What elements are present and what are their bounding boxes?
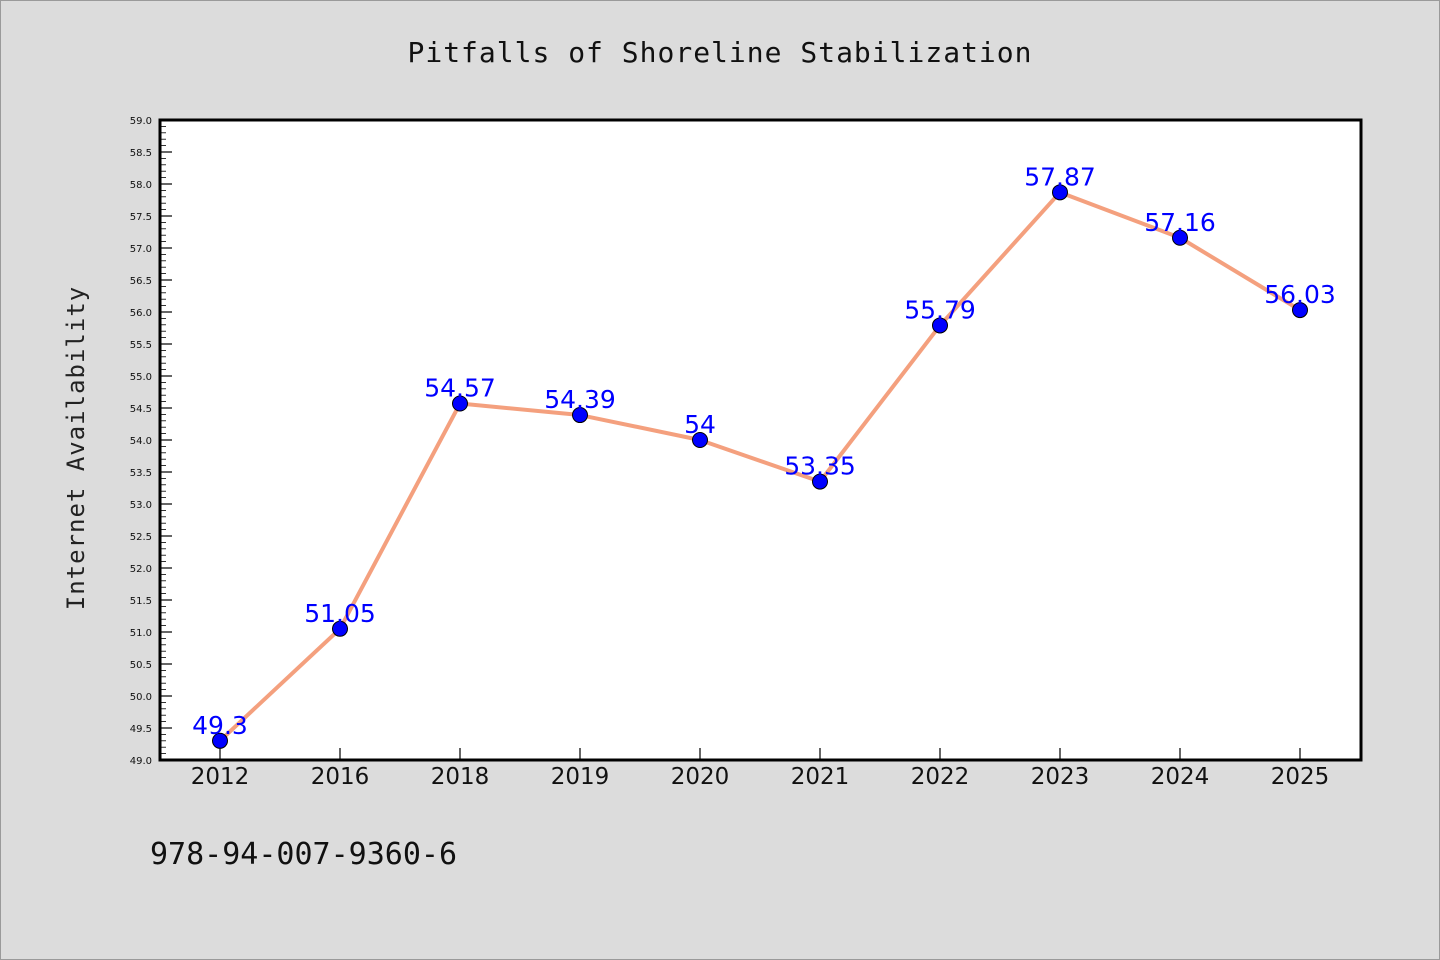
x-tick-label: 2025 bbox=[1271, 764, 1330, 790]
data-label: 55.79 bbox=[904, 295, 976, 324]
x-tick-label: 2019 bbox=[551, 764, 610, 790]
y-tick-label: 53.0 bbox=[130, 500, 152, 511]
y-tick-label: 58.0 bbox=[130, 180, 152, 191]
y-tick-label: 57.5 bbox=[130, 212, 152, 223]
data-point bbox=[1292, 302, 1308, 319]
y-tick-label: 59.0 bbox=[130, 116, 152, 127]
y-tick-label: 55.0 bbox=[130, 372, 152, 383]
data-label: 54.57 bbox=[424, 374, 496, 403]
isbn-footer: 978-94-007-9360-6 bbox=[150, 837, 457, 872]
data-label: 53.35 bbox=[784, 452, 856, 481]
y-tick-label: 51.5 bbox=[130, 596, 152, 607]
data-point bbox=[1052, 184, 1068, 201]
x-tick-label: 2020 bbox=[671, 764, 730, 790]
chart-title: Pitfalls of Shoreline Stabilization bbox=[407, 36, 1032, 69]
y-tick-label: 52.5 bbox=[130, 532, 152, 543]
y-axis-ticks: 49.0 49.5 50.0 50.5 51.0 51.5 52.0 52.5 53.0 53.5… bbox=[130, 116, 172, 767]
y-tick-label: 55.5 bbox=[130, 340, 152, 351]
y-tick-label: 51.0 bbox=[130, 628, 152, 639]
data-label: 57.16 bbox=[1144, 208, 1216, 237]
data-label: 57.87 bbox=[1024, 162, 1096, 191]
y-tick-label: 49.0 bbox=[130, 756, 152, 767]
x-tick-label: 2016 bbox=[311, 764, 370, 790]
y-tick-label: 53.5 bbox=[130, 468, 152, 479]
data-point bbox=[812, 473, 828, 490]
y-tick-label: 50.5 bbox=[130, 660, 152, 671]
x-tick-label: 2012 bbox=[191, 764, 250, 790]
data-label: 56.03 bbox=[1264, 280, 1336, 309]
data-label: 54 bbox=[684, 410, 716, 439]
data-markers bbox=[212, 184, 1308, 749]
data-point bbox=[932, 317, 948, 334]
y-tick-label: 54.5 bbox=[130, 404, 152, 415]
y-axis-label: Internet Availability bbox=[62, 286, 90, 610]
data-point bbox=[212, 732, 228, 749]
y-tick-label: 50.0 bbox=[130, 692, 152, 703]
data-label: 49.3 bbox=[192, 711, 248, 740]
data-point bbox=[692, 432, 708, 448]
x-tick-label: 2018 bbox=[431, 764, 490, 790]
data-point bbox=[452, 395, 468, 412]
data-labels: 49.3 51.05 54.57 54.39 54 53.35 55.79 57.87 57.1… bbox=[192, 162, 1336, 739]
x-tick-label: 2021 bbox=[791, 764, 850, 790]
x-tick-label: 2022 bbox=[911, 764, 970, 790]
data-point bbox=[572, 407, 588, 424]
x-axis-ticks: 2012 2016 2018 2019 2020 2021 2022 2023 2024 2025 bbox=[191, 748, 1330, 790]
data-label: 51.05 bbox=[304, 599, 376, 628]
x-tick-label: 2024 bbox=[1151, 764, 1210, 790]
series-line bbox=[218, 190, 1302, 743]
data-point bbox=[332, 620, 348, 637]
x-tick-label: 2023 bbox=[1031, 764, 1090, 790]
plot-area bbox=[160, 120, 1361, 760]
y-tick-label: 57.0 bbox=[130, 244, 152, 255]
y-tick-label: 58.5 bbox=[130, 148, 152, 159]
plot-border bbox=[158, 118, 1363, 762]
y-tick-label: 54.0 bbox=[130, 436, 152, 447]
y-tick-label: 49.5 bbox=[130, 724, 152, 735]
y-tick-label: 56.5 bbox=[130, 276, 152, 287]
y-tick-label: 56.0 bbox=[130, 308, 152, 319]
y-tick-label: 52.0 bbox=[130, 564, 152, 575]
data-label: 54.39 bbox=[544, 385, 616, 414]
data-point bbox=[1172, 229, 1188, 246]
